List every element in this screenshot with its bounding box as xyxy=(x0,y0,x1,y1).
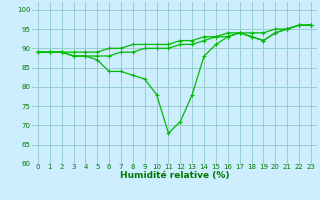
X-axis label: Humidité relative (%): Humidité relative (%) xyxy=(120,171,229,180)
